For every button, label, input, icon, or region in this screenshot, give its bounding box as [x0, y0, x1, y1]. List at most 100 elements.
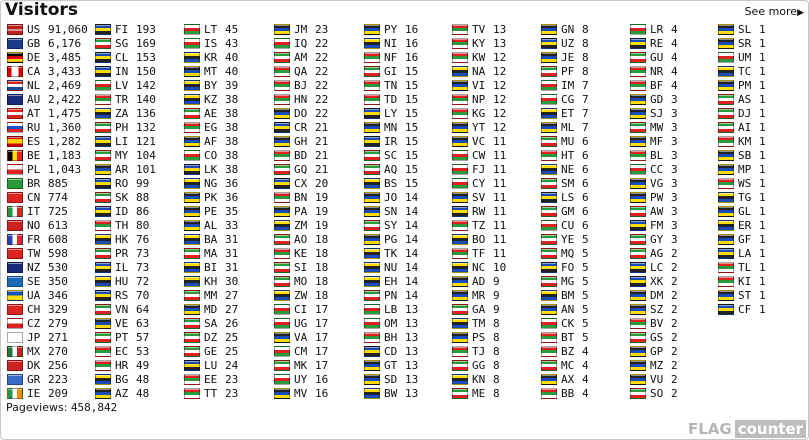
country-row[interactable]: CC 3 — [630, 162, 678, 176]
country-row[interactable]: TF 11 — [452, 246, 506, 260]
country-row[interactable]: YE 5 — [541, 232, 589, 246]
country-row[interactable]: UZ 8 — [541, 36, 589, 50]
country-row[interactable]: GQ 21 — [274, 162, 328, 176]
country-row[interactable]: CY 11 — [452, 176, 506, 190]
country-row[interactable]: US 91,060 — [7, 22, 88, 36]
country-row[interactable]: SJ 3 — [630, 106, 678, 120]
country-row[interactable]: SM 6 — [541, 176, 589, 190]
country-row[interactable]: LK 38 — [184, 162, 238, 176]
country-row[interactable]: LU 24 — [184, 358, 238, 372]
country-row[interactable]: KR 40 — [184, 50, 238, 64]
country-row[interactable]: TG 1 — [718, 190, 766, 204]
country-row[interactable]: BA 31 — [184, 232, 238, 246]
country-row[interactable]: IL 73 — [95, 260, 156, 274]
country-row[interactable]: VG 3 — [630, 176, 678, 190]
country-row[interactable]: PE 35 — [184, 204, 238, 218]
country-row[interactable]: CW 11 — [452, 148, 506, 162]
country-row[interactable]: CO 38 — [184, 148, 238, 162]
country-row[interactable]: TW 598 — [7, 246, 88, 260]
country-row[interactable]: BR 885 — [7, 176, 88, 190]
country-row[interactable]: SE 350 — [7, 274, 88, 288]
country-row[interactable]: GY 3 — [630, 232, 678, 246]
country-row[interactable]: SB 1 — [718, 148, 766, 162]
country-row[interactable]: SD 13 — [364, 372, 418, 386]
country-row[interactable]: SZ 2 — [630, 302, 678, 316]
country-row[interactable]: JE 8 — [541, 50, 589, 64]
country-row[interactable]: NZ 530 — [7, 260, 88, 274]
country-row[interactable]: NP 12 — [452, 92, 506, 106]
country-row[interactable]: ZA 136 — [95, 106, 156, 120]
country-row[interactable]: GB 6,176 — [7, 36, 88, 50]
country-row[interactable]: SA 26 — [184, 316, 238, 330]
country-row[interactable]: KZ 38 — [184, 92, 238, 106]
country-row[interactable]: BE 1,183 — [7, 148, 88, 162]
country-row[interactable]: VC 11 — [452, 134, 506, 148]
country-row[interactable]: BI 31 — [184, 260, 238, 274]
country-row[interactable]: BN 19 — [274, 190, 328, 204]
country-row[interactable]: KH 30 — [184, 274, 238, 288]
country-row[interactable]: TT 23 — [184, 386, 238, 400]
country-row[interactable]: AD 9 — [452, 274, 506, 288]
country-row[interactable]: ME 8 — [452, 386, 506, 400]
country-row[interactable]: OM 13 — [364, 316, 418, 330]
country-row[interactable]: VU 2 — [630, 372, 678, 386]
country-row[interactable]: LR 4 — [630, 22, 678, 36]
country-row[interactable]: QA 22 — [274, 64, 328, 78]
country-row[interactable]: CI 17 — [274, 302, 328, 316]
country-row[interactable]: TC 1 — [718, 64, 766, 78]
country-row[interactable]: NA 12 — [452, 64, 506, 78]
country-row[interactable]: TZ 11 — [452, 218, 506, 232]
country-row[interactable]: AS 1 — [718, 92, 766, 106]
country-row[interactable]: PS 8 — [452, 330, 506, 344]
country-row[interactable]: ES 1,282 — [7, 134, 88, 148]
country-row[interactable]: TN 15 — [364, 78, 418, 92]
country-row[interactable]: IE 209 — [7, 386, 88, 400]
country-row[interactable]: HR 49 — [95, 358, 156, 372]
country-row[interactable]: FR 608 — [7, 232, 88, 246]
country-row[interactable]: MD 27 — [184, 302, 238, 316]
country-row[interactable]: UG 17 — [274, 316, 328, 330]
country-row[interactable]: UM 1 — [718, 50, 766, 64]
country-row[interactable]: TD 15 — [364, 92, 418, 106]
country-row[interactable]: BB 4 — [541, 386, 589, 400]
country-row[interactable]: KW 12 — [452, 50, 506, 64]
country-row[interactable]: SN 14 — [364, 204, 418, 218]
country-row[interactable]: TV 13 — [452, 22, 506, 36]
country-row[interactable]: MC 4 — [541, 358, 589, 372]
country-row[interactable]: MU 6 — [541, 134, 589, 148]
country-row[interactable]: MV 16 — [274, 386, 328, 400]
country-row[interactable]: JP 271 — [7, 330, 88, 344]
country-row[interactable]: GU 4 — [630, 50, 678, 64]
country-row[interactable]: ER 1 — [718, 218, 766, 232]
country-row[interactable]: TL 1 — [718, 260, 766, 274]
country-row[interactable]: LY 15 — [364, 106, 418, 120]
country-row[interactable]: MY 104 — [95, 148, 156, 162]
country-row[interactable]: IS 43 — [184, 36, 238, 50]
country-row[interactable]: MT 40 — [184, 64, 238, 78]
country-row[interactable]: MF 3 — [630, 134, 678, 148]
country-row[interactable]: DJ 1 — [718, 106, 766, 120]
country-row[interactable]: VN 64 — [95, 302, 156, 316]
country-row[interactable]: RS 70 — [95, 288, 156, 302]
country-row[interactable]: YT 12 — [452, 120, 506, 134]
country-row[interactable]: DM 2 — [630, 288, 678, 302]
country-row[interactable]: AT 1,475 — [7, 106, 88, 120]
country-row[interactable]: CD 13 — [364, 344, 418, 358]
country-row[interactable]: AI 1 — [718, 120, 766, 134]
country-row[interactable]: AX 4 — [541, 372, 589, 386]
country-row[interactable]: MX 270 — [7, 344, 88, 358]
country-row[interactable]: NL 2,469 — [7, 78, 88, 92]
country-row[interactable]: HN 22 — [274, 92, 328, 106]
country-row[interactable]: GH 21 — [274, 134, 328, 148]
country-row[interactable]: AW 3 — [630, 204, 678, 218]
country-row[interactable]: FM 3 — [630, 218, 678, 232]
country-row[interactable]: GF 1 — [718, 232, 766, 246]
country-row[interactable]: CF 1 — [718, 302, 766, 316]
country-row[interactable]: CL 153 — [95, 50, 156, 64]
country-row[interactable]: CG 7 — [541, 92, 589, 106]
country-row[interactable]: AR 101 — [95, 162, 156, 176]
country-row[interactable]: AG 2 — [630, 246, 678, 260]
country-row[interactable]: MM 27 — [184, 288, 238, 302]
country-row[interactable]: MQ 5 — [541, 246, 589, 260]
country-row[interactable]: BL 3 — [630, 148, 678, 162]
